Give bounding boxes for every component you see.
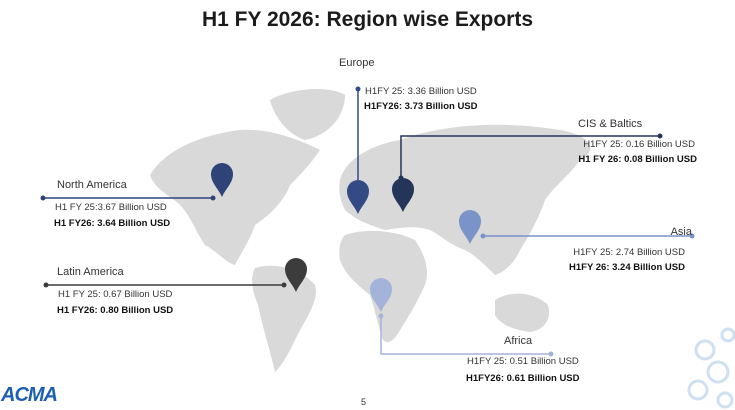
cis-h1fy25: H1FY 25: 0.16 Billion USD bbox=[583, 139, 695, 150]
europe-label: Europe bbox=[339, 57, 375, 69]
cis-label: CIS & Baltics bbox=[578, 118, 643, 130]
africa-h1fy26: H1FY26: 0.61 Billion USD bbox=[466, 373, 580, 384]
cis-pin-icon bbox=[392, 178, 414, 212]
connector-dot bbox=[657, 133, 663, 139]
africa-connector bbox=[380, 316, 551, 355]
latin-america-h1fy25: H1 FY 25: 0.67 Billion USD bbox=[58, 289, 173, 300]
connector-dot bbox=[43, 282, 49, 288]
acma-logo: ACMA bbox=[1, 384, 58, 406]
asia-h1fy26: H1FY 26: 3.24 Billion USD bbox=[569, 262, 685, 273]
connector-dot bbox=[281, 282, 287, 288]
africa-label: Africa bbox=[504, 335, 533, 347]
north-america-shape bbox=[150, 129, 320, 265]
north-america-label: North America bbox=[57, 179, 127, 191]
gears-icon bbox=[687, 327, 735, 409]
connector-dot bbox=[480, 233, 486, 239]
australia-shape bbox=[495, 293, 550, 332]
europe-h1fy25: H1FY 25: 3.36 Billion USD bbox=[365, 86, 477, 97]
north-america-pin-icon bbox=[211, 163, 233, 197]
cis-connector bbox=[400, 135, 660, 178]
north-america-h1fy25: H1 FY 25:3.67 Billion USD bbox=[55, 202, 167, 213]
latin-america-label: Latin America bbox=[57, 266, 124, 278]
continents bbox=[150, 88, 591, 372]
slide-title: H1 FY 2026: Region wise Exports bbox=[201, 8, 534, 31]
greenland-shape bbox=[270, 88, 345, 140]
connector-dot bbox=[689, 233, 695, 239]
cis-h1fy26: H1 FY 26: 0.08 Billion USD bbox=[578, 154, 697, 165]
south-america-shape bbox=[252, 265, 316, 372]
africa-h1fy25: H1FY 25: 0.51 Billion USD bbox=[467, 356, 579, 367]
latin-america-pin-icon bbox=[285, 258, 307, 292]
connector-dot bbox=[40, 195, 46, 201]
europe-asia-shape bbox=[339, 124, 591, 275]
europe-h1fy26: H1FY26: 3.73 Billion USD bbox=[364, 101, 478, 112]
connector-dot bbox=[548, 351, 554, 357]
north-america-h1fy26: H1 FY26: 3.64 Billion USD bbox=[54, 218, 171, 229]
asia-pin-icon bbox=[459, 210, 481, 244]
africa-pin-icon bbox=[370, 278, 392, 312]
europe-pin-icon bbox=[347, 180, 369, 214]
connector-dot bbox=[210, 195, 216, 201]
connector-dot bbox=[378, 313, 384, 319]
connector-dot bbox=[355, 86, 361, 92]
latin-america-h1fy26: H1 FY26: 0.80 Billion USD bbox=[57, 305, 174, 316]
page-number: 5 bbox=[361, 397, 367, 407]
asia-label: Asia bbox=[670, 226, 692, 238]
asia-h1fy25: H1FY 25: 2.74 Billion USD bbox=[573, 247, 685, 258]
